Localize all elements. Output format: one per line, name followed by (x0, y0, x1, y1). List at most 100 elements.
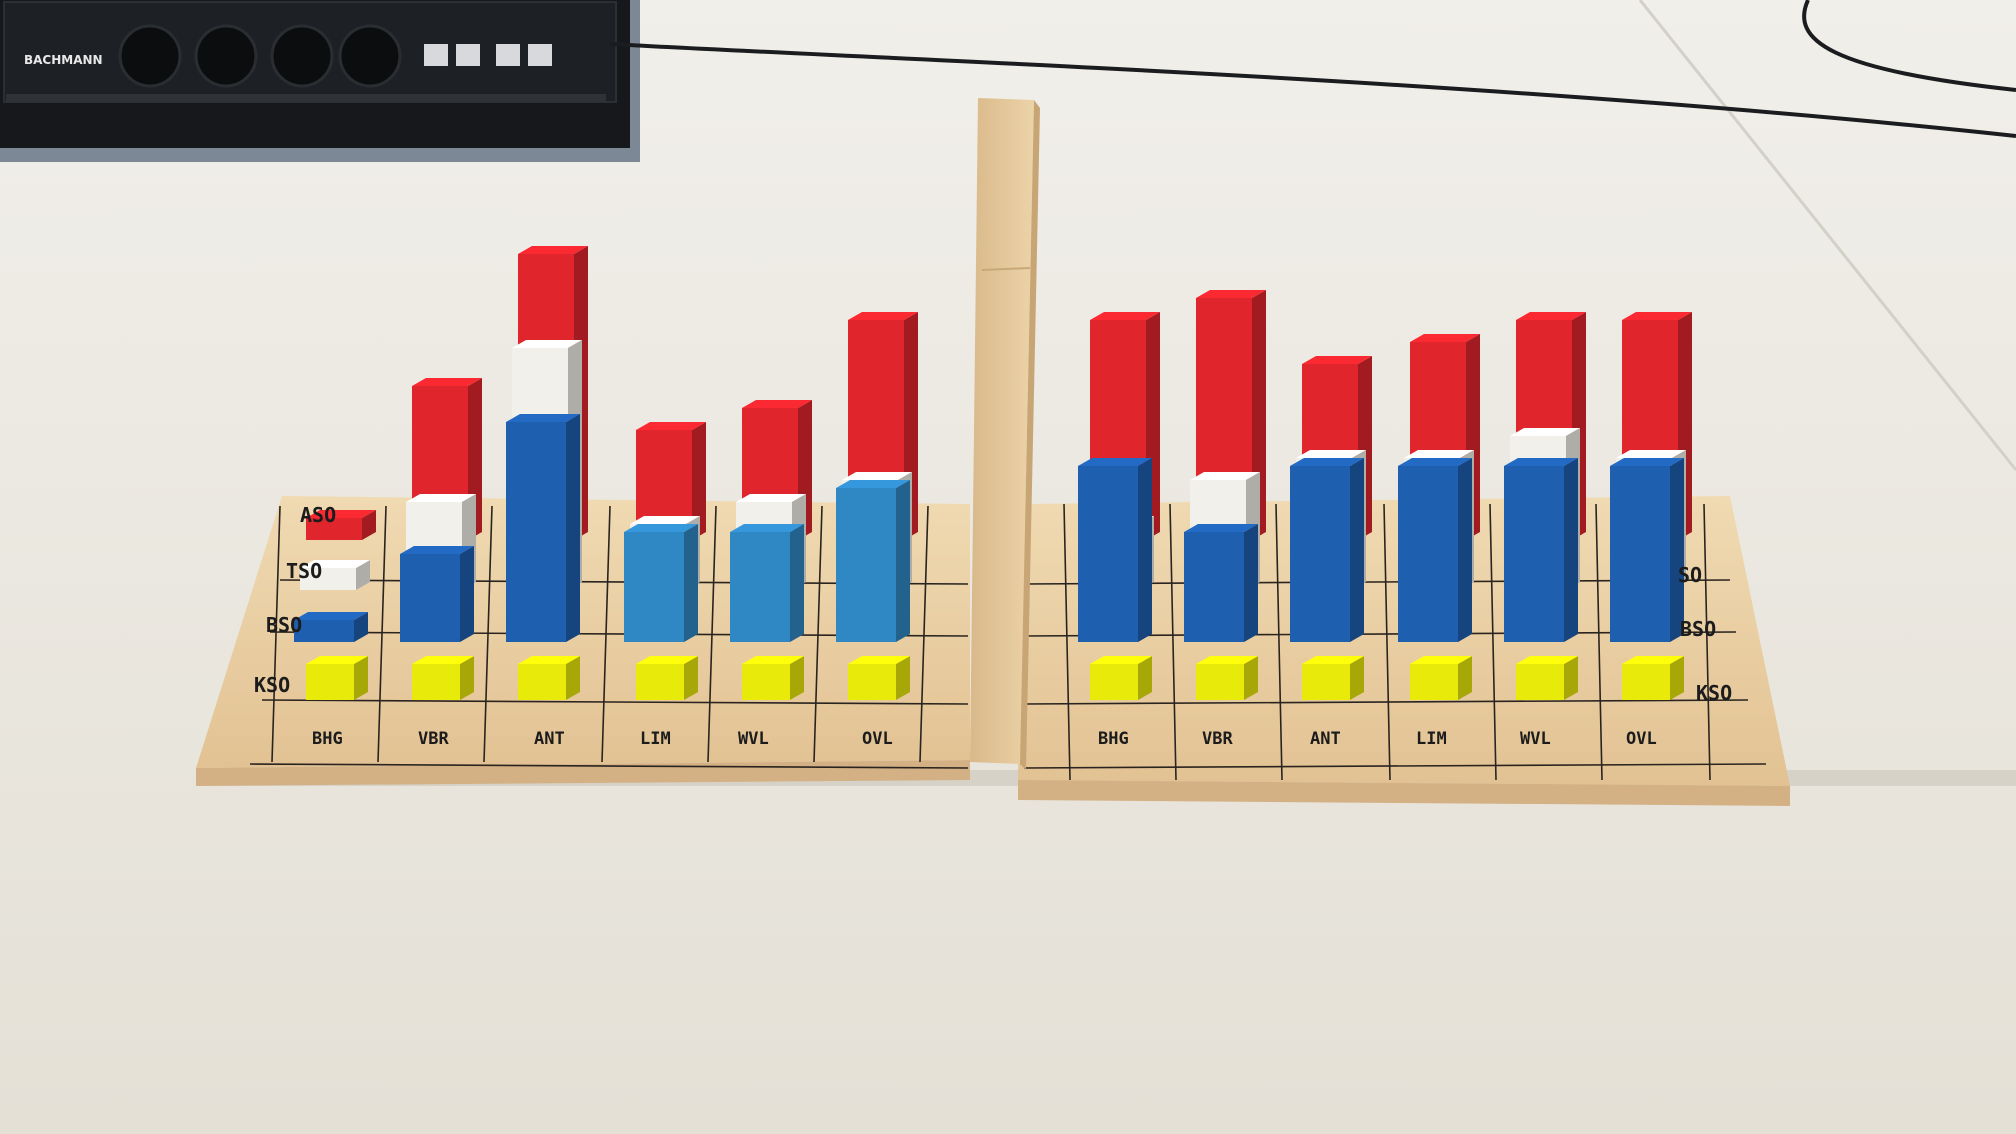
left-bso-block-side (684, 524, 698, 642)
right-bso-block (1290, 458, 1364, 642)
socket-2 (194, 24, 258, 88)
right-col-label: WVL (1520, 729, 1551, 749)
left-grid-col-line (601, 505, 611, 763)
left-tso-block-top (842, 472, 912, 480)
left-kso-block-side (896, 656, 910, 700)
right-row-label: KSO (1696, 681, 1732, 705)
network-port-3 (496, 44, 520, 66)
right-bso-block-top (1610, 458, 1684, 466)
right-bso-block-top (1078, 458, 1152, 466)
right-col-label: VBR (1202, 729, 1233, 749)
right-grid-col-line (1275, 503, 1283, 781)
right-kso-block-front (1516, 664, 1564, 700)
right-bso-block (1398, 458, 1472, 642)
right-kso-block-side (1138, 656, 1152, 700)
right-kso-block-front (1410, 664, 1458, 700)
network-port-2 (456, 44, 480, 66)
left-kso-block-front (412, 664, 460, 700)
socket-1 (118, 24, 182, 88)
right-tso-block-top (1190, 472, 1260, 480)
right-bso-block-top (1290, 458, 1364, 466)
right-kso-block-top (1090, 656, 1152, 664)
left-grid-col-line (271, 505, 281, 763)
left-aso-block-top (848, 312, 918, 320)
right-col-label: LIM (1416, 729, 1447, 749)
left-bso-block-side (790, 524, 804, 642)
left-kso-block-top (848, 656, 910, 664)
left-bso-block (730, 524, 804, 642)
right-grid-col-line (1703, 503, 1711, 781)
right-bso-block-front (1610, 466, 1670, 642)
right-kso-block-top (1196, 656, 1258, 664)
right-bso-block (1610, 458, 1684, 642)
left-kso-block (636, 656, 698, 700)
right-aso-block-top (1302, 356, 1372, 364)
socket-3 (270, 24, 334, 88)
right-kso-block-front (1196, 664, 1244, 700)
left-kso-block-side (354, 656, 368, 700)
left-row-label: BSO (266, 613, 302, 637)
right-kso-block-front (1090, 664, 1138, 700)
left-kso-block (412, 656, 474, 700)
left-col-label: OVL (862, 729, 893, 749)
right-kso-block (1302, 656, 1364, 700)
right-bso-block (1504, 458, 1578, 642)
right-grid-col-line (1169, 503, 1177, 781)
power-strip: BACHMANN (0, 0, 640, 162)
left-kso-block (742, 656, 804, 700)
left-tso-block (300, 560, 370, 590)
left-kso-block-top (518, 656, 580, 664)
left-bso-block (400, 546, 474, 642)
left-kso-block-front (742, 664, 790, 700)
left-bso-block-front (730, 532, 790, 642)
right-kso-block-side (1458, 656, 1472, 700)
right-row-label: SO (1678, 563, 1702, 587)
left-bso-block-front (506, 422, 566, 642)
left-bso-block-top (730, 524, 804, 532)
left-bso-block-top (506, 414, 580, 422)
right-kso-block (1196, 656, 1258, 700)
desk-seam (1638, 0, 2016, 471)
left-aso-block-front (306, 518, 362, 540)
left-tso-block-top (406, 494, 476, 502)
socket-4 (338, 24, 402, 88)
left-bso-block-top (624, 524, 698, 532)
left-col-label: LIM (640, 729, 671, 749)
left-bso-block-top (294, 612, 368, 620)
left-aso-block-top (306, 510, 376, 518)
right-kso-block-side (1244, 656, 1258, 700)
right-kso-block-side (1564, 656, 1578, 700)
left-kso-block-front (636, 664, 684, 700)
right-aso-block-top (1090, 312, 1160, 320)
right-grid-col-line (1063, 503, 1071, 781)
left-grid-col-line (813, 505, 823, 763)
left-kso-block (518, 656, 580, 700)
left-kso-block-front (306, 664, 354, 700)
right-kso-block (1516, 656, 1578, 700)
right-kso-block (1090, 656, 1152, 700)
left-kso-block-side (566, 656, 580, 700)
right-bso-block-side (1670, 458, 1684, 642)
right-col-label: OVL (1626, 729, 1657, 749)
left-grid-row-line (249, 763, 969, 769)
left-kso-block-top (742, 656, 804, 664)
left-bso-block-side (460, 546, 474, 642)
left-aso-block-top (412, 378, 482, 386)
left-kso-block (306, 656, 368, 700)
left-aso-block-top (518, 246, 588, 254)
network-port-1 (424, 44, 448, 66)
left-bso-block-side (896, 480, 910, 642)
right-bso-block-front (1290, 466, 1350, 642)
right-grid-row-line (1023, 763, 1767, 769)
left-aso-block-side (362, 510, 376, 540)
left-bso-block-side (354, 612, 368, 642)
right-bso-block-front (1184, 532, 1244, 642)
right-tso-block-top (1404, 450, 1474, 458)
right-kso-block-front (1302, 664, 1350, 700)
right-grid-col-line (1595, 503, 1603, 781)
right-bso-block (1184, 524, 1258, 642)
left-row-label: TSO (286, 559, 322, 583)
right-aso-block-top (1196, 290, 1266, 298)
left-aso-block (306, 510, 376, 540)
right-tso-block-top (1616, 450, 1686, 458)
